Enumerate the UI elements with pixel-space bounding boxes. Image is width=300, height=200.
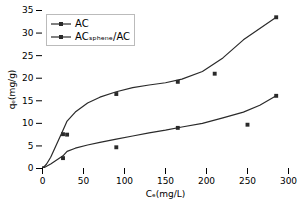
svg-text:qₑ(mg/g): qₑ(mg/g) (7, 70, 17, 110)
svg-text:150: 150 (157, 176, 174, 186)
svg-text:35: 35 (22, 5, 33, 15)
svg-text:15: 15 (22, 96, 33, 106)
svg-text:5: 5 (28, 141, 34, 151)
svg-text:30: 30 (22, 28, 34, 38)
html-text:ACₛₚₕₑₙₑ/AC: ACₛₚₕₑₙₑ/AC (75, 31, 130, 42)
svg-text:100: 100 (116, 176, 133, 186)
svg-text:25: 25 (22, 51, 33, 61)
svg-text:250: 250 (239, 176, 256, 186)
svg-text:50: 50 (78, 176, 90, 186)
svg-text:300: 300 (280, 176, 297, 186)
svg-text:200: 200 (198, 176, 215, 186)
svg-text:0: 0 (40, 176, 46, 186)
svg-text:10: 10 (22, 118, 34, 128)
html-text:AC: AC (75, 18, 89, 29)
svg-text:20: 20 (22, 73, 34, 83)
svg-text:0: 0 (28, 163, 34, 173)
svg-text:Cₑ(mg/L): Cₑ(mg/L) (146, 189, 186, 199)
